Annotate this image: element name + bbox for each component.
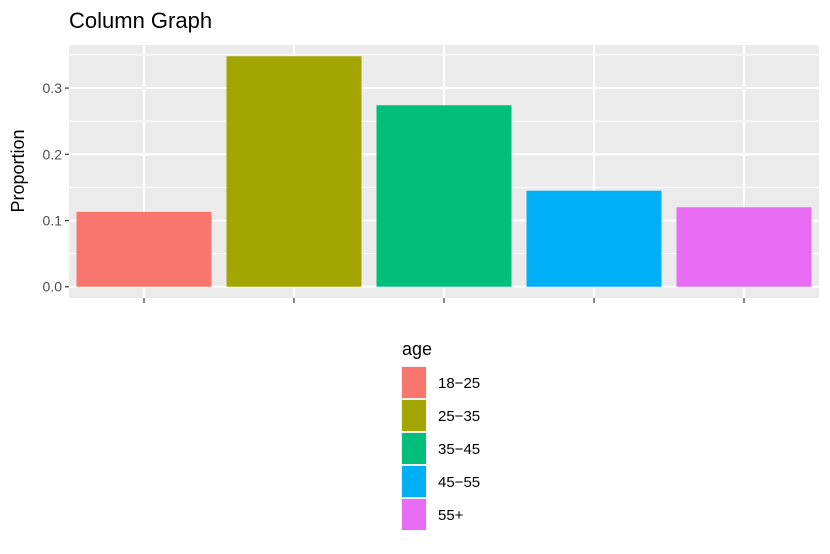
y-tick-label: 0.2 <box>43 146 63 162</box>
bar <box>376 105 512 287</box>
legend-key <box>402 400 426 431</box>
chart-title: Column Graph <box>69 8 212 33</box>
bar <box>526 190 662 287</box>
legend-title: age <box>402 339 432 359</box>
y-tick-label: 0.3 <box>43 80 63 96</box>
legend-key <box>402 367 426 398</box>
x-axis-ticks <box>143 298 745 303</box>
y-axis-ticks: 0.0 0.1 0.2 0.3 <box>43 80 69 295</box>
legend: age 18−25 25−35 35−45 45−55 55+ <box>401 339 480 531</box>
bar <box>226 56 362 287</box>
legend-label: 25−35 <box>438 408 480 425</box>
legend-label: 18−25 <box>438 375 480 392</box>
legend-key <box>402 433 426 464</box>
bar <box>676 207 812 287</box>
bars <box>76 56 812 287</box>
legend-key <box>402 499 426 530</box>
y-tick-label: 0.1 <box>43 213 63 229</box>
legend-label: 45−55 <box>438 474 480 491</box>
bar <box>76 211 212 287</box>
y-tick-label: 0.0 <box>43 279 63 295</box>
y-axis-title: Proportion <box>8 129 28 212</box>
legend-key <box>402 466 426 497</box>
legend-label: 55+ <box>438 507 464 524</box>
legend-label: 35−45 <box>438 441 480 458</box>
